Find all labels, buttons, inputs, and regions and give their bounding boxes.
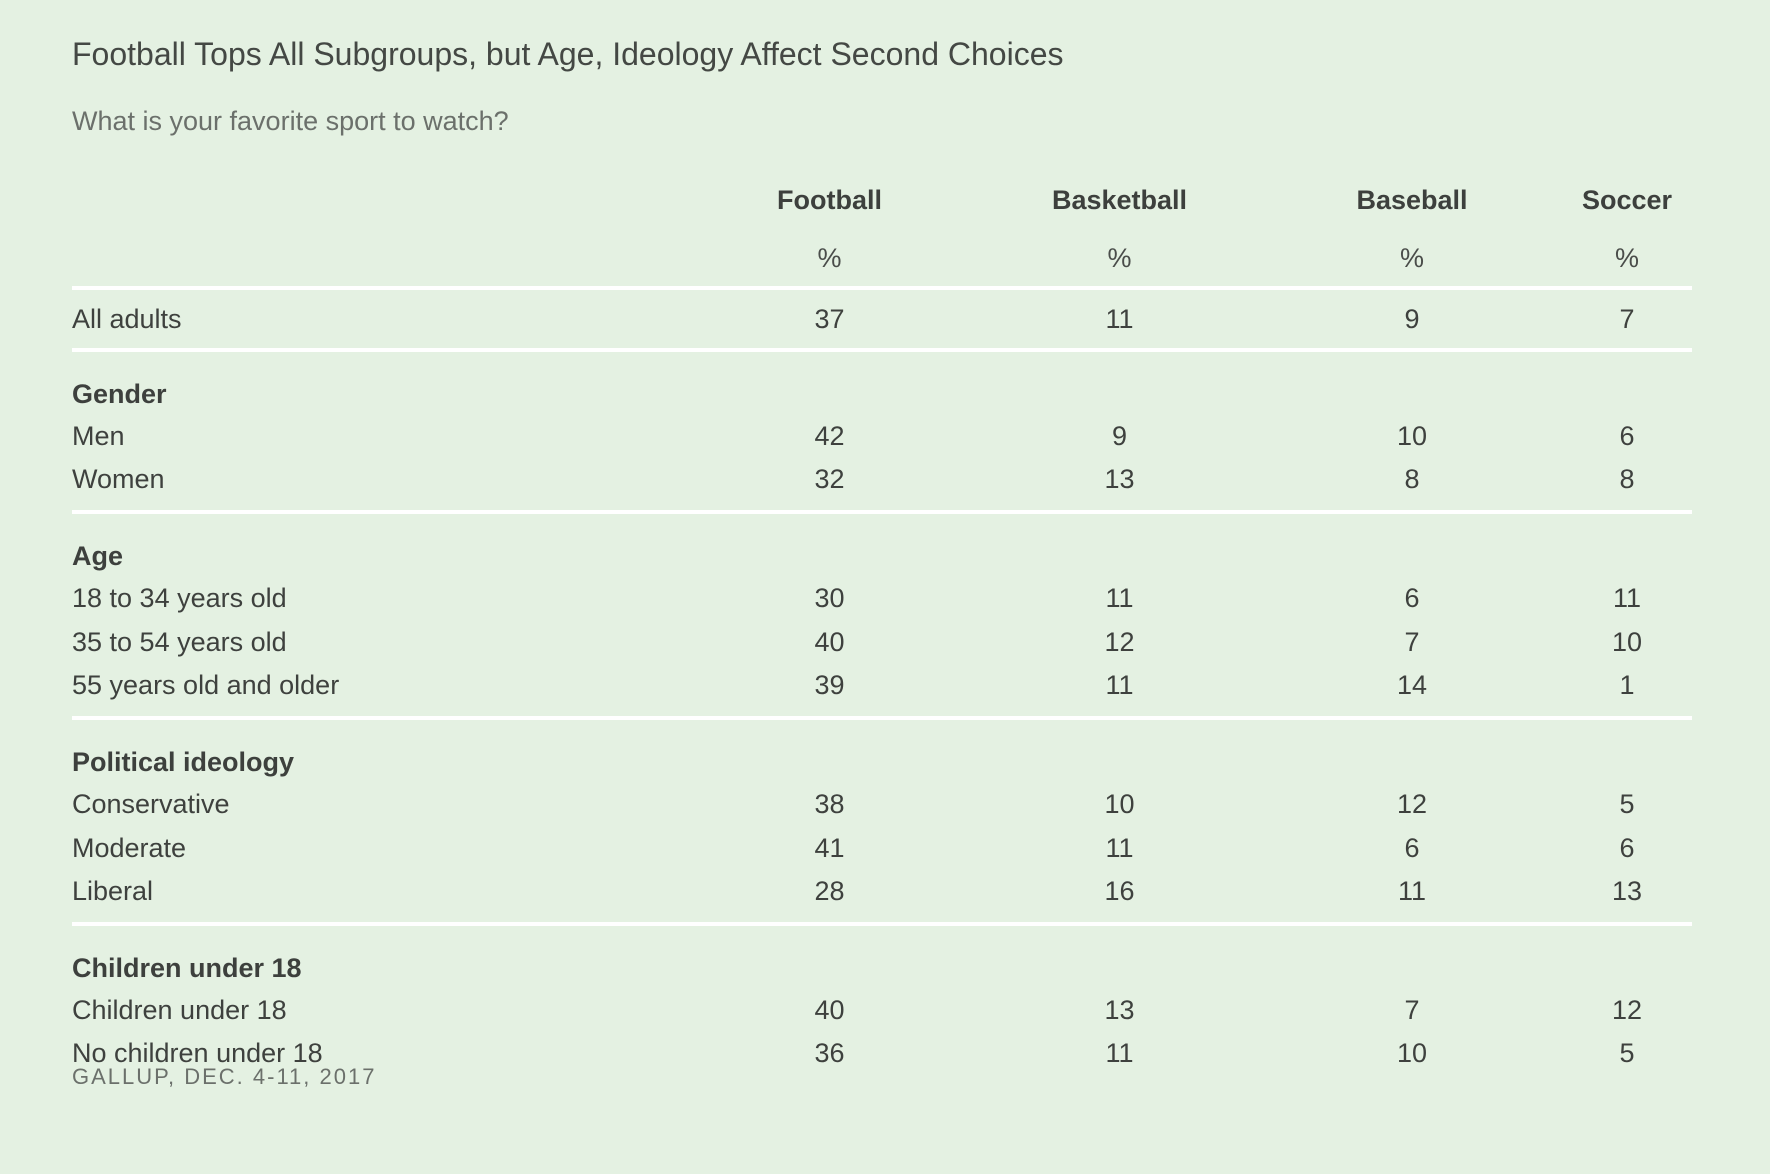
cell-value: 10 xyxy=(1396,1038,1428,1068)
cell-value: 11 xyxy=(1105,582,1134,613)
cell-value: 7 xyxy=(1404,626,1420,657)
cell-value: 8 xyxy=(1262,458,1562,514)
row-label: Liberal xyxy=(72,870,682,926)
unit-blank xyxy=(72,230,682,290)
column-header-soccer: Soccer xyxy=(1581,184,1673,215)
table-row: Men 42 9 10 6 xyxy=(72,414,1692,458)
source-note: GALLUP, DEC. 4-11, 2017 xyxy=(72,1064,377,1089)
cell-value: 6 xyxy=(1619,420,1635,451)
table-row: Moderate 41 11 6 6 xyxy=(72,826,1692,870)
row-label: 55 years old and older xyxy=(72,664,682,720)
column-header-basketball: Basketball xyxy=(1051,184,1188,215)
cell-value: 8 xyxy=(1562,458,1692,514)
row-label: Men xyxy=(72,420,125,451)
cell-value: 10 xyxy=(1611,626,1643,657)
group-header: Age xyxy=(72,541,124,571)
cell-value: 11 xyxy=(1105,832,1134,863)
row-label: No children under 18 xyxy=(72,1038,323,1068)
cell-value: 14 xyxy=(1262,664,1562,720)
cell-value: 7 xyxy=(1562,288,1692,352)
cell-value: 11 xyxy=(1262,870,1562,926)
cell-value: 1 xyxy=(1562,664,1692,720)
row-label: Women xyxy=(72,458,682,514)
group-header-row: Age xyxy=(72,512,1692,576)
table-row: 35 to 54 years old 40 12 7 10 xyxy=(72,620,1692,664)
unit-label: % xyxy=(977,230,1262,290)
cell-value: 12 xyxy=(1611,994,1643,1025)
unit-row: % % % % xyxy=(72,230,1692,290)
row-label: 35 to 54 years old xyxy=(72,626,287,657)
cell-value: 12 xyxy=(1396,788,1428,819)
row-label: All adults xyxy=(72,288,682,352)
cell-value: 7 xyxy=(1404,994,1420,1025)
group-header-row: Gender xyxy=(72,350,1692,414)
group-header-row: Children under 18 xyxy=(72,924,1692,988)
cell-value: 32 xyxy=(682,458,977,514)
table-row: Conservative 38 10 12 5 xyxy=(72,782,1692,826)
group-header-row: Political ideology xyxy=(72,718,1692,782)
cell-value: 13 xyxy=(1104,994,1135,1025)
row-label: Children under 18 xyxy=(72,994,287,1025)
cell-value: 38 xyxy=(814,788,845,819)
cell-value: 36 xyxy=(814,1038,845,1068)
cell-value: 11 xyxy=(977,288,1262,352)
cell-value: 11 xyxy=(1612,582,1642,613)
cell-value: 42 xyxy=(814,420,845,451)
group-header: Gender xyxy=(72,379,167,409)
cell-value: 41 xyxy=(814,832,845,863)
table-row-all-adults: All adults 37 11 9 7 xyxy=(72,288,1692,352)
cell-value: 11 xyxy=(977,664,1262,720)
row-label: 18 to 34 years old xyxy=(72,582,287,613)
cell-value: 40 xyxy=(814,994,845,1025)
table-row: 18 to 34 years old 30 11 6 11 xyxy=(72,576,1692,620)
cell-value: 6 xyxy=(1404,832,1420,863)
cell-value: 11 xyxy=(1105,1038,1134,1068)
table-row: Liberal 28 16 11 13 xyxy=(72,870,1692,926)
cell-value: 40 xyxy=(814,626,845,657)
data-table: Football Basketball Baseball Soccer % % … xyxy=(72,170,1692,1084)
cell-value: 9 xyxy=(1262,288,1562,352)
header-blank xyxy=(72,170,682,230)
table-row: Women 32 13 8 8 xyxy=(72,458,1692,514)
row-label: Conservative xyxy=(72,788,230,819)
cell-value: 39 xyxy=(682,664,977,720)
cell-value: 9 xyxy=(1111,420,1128,451)
cell-value: 12 xyxy=(1104,626,1135,657)
cell-value: 10 xyxy=(1104,788,1135,819)
cell-value: 16 xyxy=(977,870,1262,926)
table-row: Children under 18 40 13 7 12 xyxy=(72,988,1692,1032)
cell-value: 5 xyxy=(1619,788,1635,819)
cell-value: 37 xyxy=(682,288,977,352)
row-label: Moderate xyxy=(72,832,187,863)
chart-title: Football Tops All Subgroups, but Age, Id… xyxy=(72,36,1064,72)
table-body: All adults 37 11 9 7 Gender Men 42 9 10 6 Wome… xyxy=(72,288,1692,1084)
table-row: No children under 18 36 11 10 5 xyxy=(72,1032,1692,1084)
table-row: 55 years old and older 39 11 14 1 xyxy=(72,664,1692,720)
cell-value: 5 xyxy=(1619,1038,1635,1068)
column-header-football: Football xyxy=(777,184,882,215)
column-header-baseball: Baseball xyxy=(1356,184,1468,215)
group-header: Children under 18 xyxy=(72,953,302,983)
group-header: Political ideology xyxy=(72,747,295,777)
column-header-row: Football Basketball Baseball Soccer xyxy=(72,170,1692,230)
unit-label: % xyxy=(1562,230,1692,290)
cell-value: 6 xyxy=(1404,582,1420,613)
chart-subtitle: What is your favorite sport to watch? xyxy=(72,106,509,136)
unit-label: % xyxy=(682,230,977,290)
cell-value: 13 xyxy=(977,458,1262,514)
cell-value: 13 xyxy=(1562,870,1692,926)
cell-value: 10 xyxy=(1396,420,1428,451)
cell-value: 30 xyxy=(814,582,845,613)
unit-label: % xyxy=(1262,230,1562,290)
cell-value: 6 xyxy=(1619,832,1635,863)
cell-value: 28 xyxy=(682,870,977,926)
